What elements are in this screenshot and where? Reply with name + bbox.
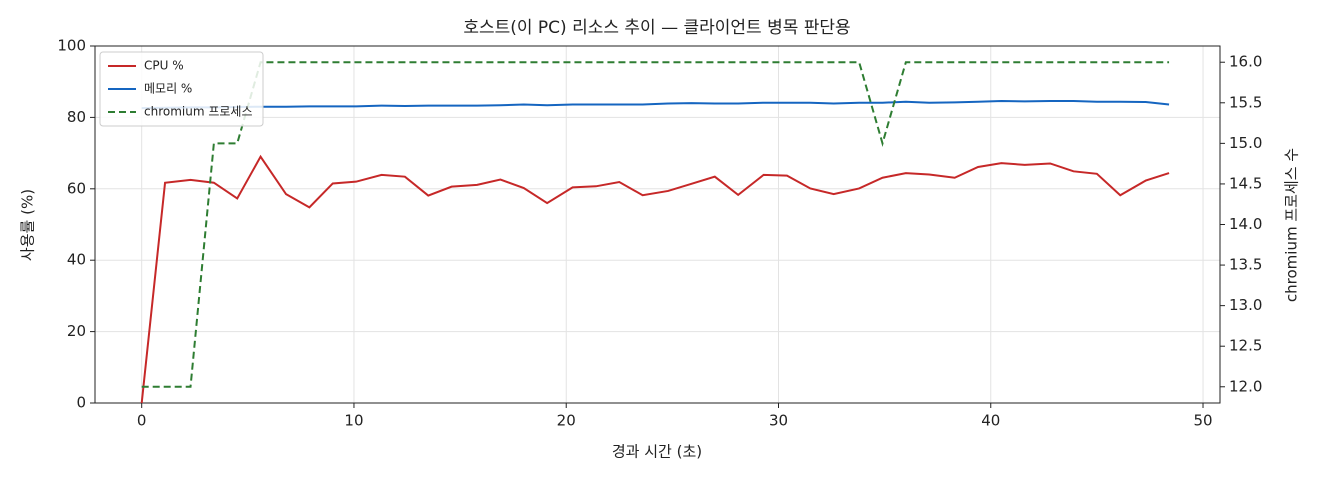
y2-tick-label: 15.5 bbox=[1229, 93, 1262, 111]
y-axis-label: 사용률 (%) bbox=[19, 189, 37, 261]
legend-label: 메모리 % bbox=[144, 82, 192, 96]
x-axis-label: 경과 시간 (초) bbox=[612, 443, 702, 461]
y2-tick-label: 14.0 bbox=[1229, 215, 1262, 233]
y-tick-label: 20 bbox=[67, 322, 86, 340]
legend-box bbox=[99, 51, 264, 127]
y2-axis-label: chromium 프로세스 수 bbox=[1283, 148, 1301, 302]
legend-label: CPU % bbox=[144, 59, 184, 73]
plot-frame bbox=[94, 45, 1221, 404]
y2-tick-label: 13.5 bbox=[1229, 256, 1262, 274]
x-tick-label: 50 bbox=[1193, 412, 1212, 430]
y-tick-label: 0 bbox=[76, 394, 86, 412]
y-tick-label: 80 bbox=[67, 108, 86, 126]
y-tick-label: 40 bbox=[67, 251, 86, 269]
y2-tick-label: 16.0 bbox=[1229, 53, 1262, 71]
x-tick-label: 0 bbox=[137, 412, 147, 430]
series-line bbox=[141, 61, 1170, 388]
x-tick-label: 30 bbox=[769, 412, 788, 430]
series-line bbox=[140, 154, 1170, 404]
y2-tick-label: 13.0 bbox=[1229, 296, 1262, 314]
y-tick-label: 60 bbox=[67, 179, 86, 197]
y-tick-label: 100 bbox=[57, 37, 86, 55]
x-tick-label: 10 bbox=[344, 412, 363, 430]
x-tick-label: 40 bbox=[981, 412, 1000, 430]
x-tick-label: 20 bbox=[557, 412, 576, 430]
y2-tick-label: 12.0 bbox=[1229, 377, 1262, 395]
legend-label: chromium 프로세스 bbox=[144, 105, 253, 119]
series-line bbox=[141, 99, 1170, 110]
y2-tick-label: 14.5 bbox=[1229, 174, 1262, 192]
chart-title: 호스트(이 PC) 리소스 추이 — 클라이언트 병목 판단용 bbox=[463, 18, 850, 38]
y2-tick-label: 12.5 bbox=[1229, 337, 1262, 355]
y2-tick-label: 15.0 bbox=[1229, 134, 1262, 152]
